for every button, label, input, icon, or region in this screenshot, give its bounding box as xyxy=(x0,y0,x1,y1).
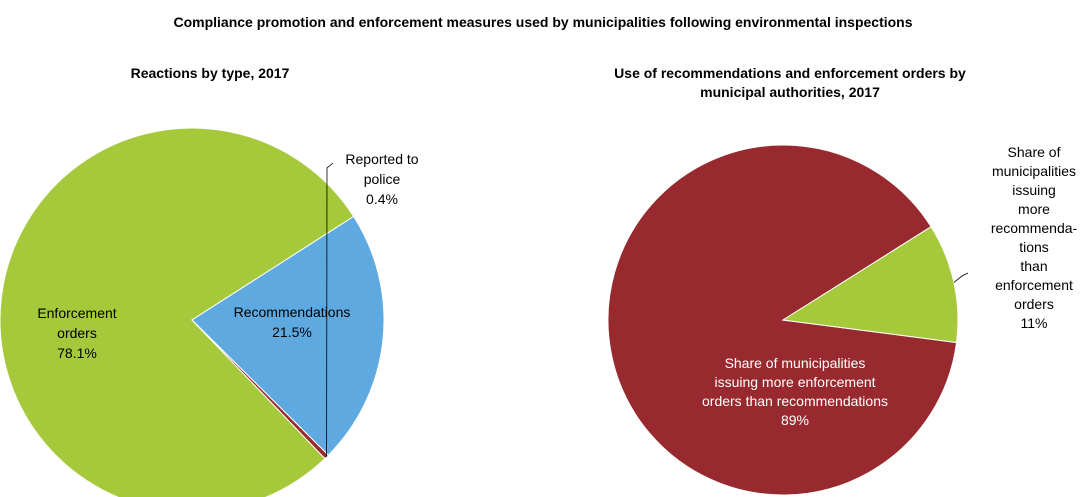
left-slice-label-enforcement: Enforcement orders 78.1% xyxy=(37,305,116,361)
right-chart-title: Use of recommendations and enforcement o… xyxy=(530,64,1050,102)
right-chart-title-line-2: municipal authorities, 2017 xyxy=(700,84,880,100)
left-slice-label-recommendations: Recommendations 21.5% xyxy=(234,304,351,340)
right-leader-line-minority xyxy=(953,272,969,283)
right-slice-label-minority: Share of municipalities issuing more recomme… xyxy=(991,144,1078,331)
left-chart-title: Reactions by type, 2017 xyxy=(130,65,290,81)
right-pie-chart: Share of municipalities issuing more enfo… xyxy=(607,144,1078,496)
right-chart-title-line-1: Use of recommendations and enforcement o… xyxy=(614,65,966,81)
left-leader-line-police xyxy=(326,162,334,457)
left-slice-label-police: Reported to police 0.4% xyxy=(345,151,418,207)
main-title: Compliance promotion and enforcement mea… xyxy=(173,14,913,30)
left-pie-slice xyxy=(0,127,355,497)
right-slice-label-majority: Share of municipalities issuing more enfo… xyxy=(702,355,888,428)
left-pie-chart: Enforcement orders 78.1% Recommendations 21.… xyxy=(0,127,419,497)
left-pie-slice xyxy=(191,215,385,456)
right-pie-slice xyxy=(781,226,959,344)
